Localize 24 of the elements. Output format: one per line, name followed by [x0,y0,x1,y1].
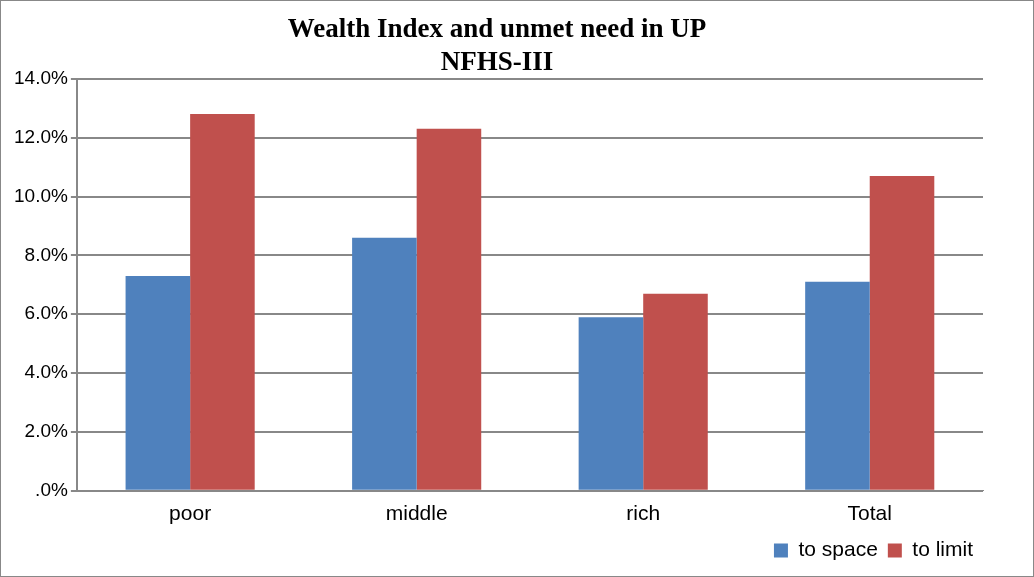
y-tick-label: .0% [35,479,68,501]
bar [869,175,935,490]
x-tick-label: middle [385,501,448,525]
y-tick-label: 12.0% [14,125,68,147]
x-tick-label: poor [169,501,212,525]
bar [805,281,870,490]
legend-label: to limit [912,537,974,561]
y-tick-label: 8.0% [24,243,68,265]
bar [643,293,708,490]
y-tick-label: 2.0% [24,420,68,442]
legend-label: to space [798,537,878,561]
bar [125,275,191,490]
x-tick-label: Total [847,501,892,525]
text: NFHS-III [440,45,554,76]
y-tick-label: 14.0% [14,67,68,89]
bar [416,128,482,490]
y-tick-label: 4.0% [24,361,68,383]
bar [578,317,644,490]
text: Wealth Index and unmet need in UP [287,13,707,44]
x-tick-label: rich [626,501,661,525]
bar [190,114,255,490]
y-tick-label: 10.0% [14,184,68,206]
bar [352,237,417,490]
y-tick-label: 6.0% [24,302,68,324]
